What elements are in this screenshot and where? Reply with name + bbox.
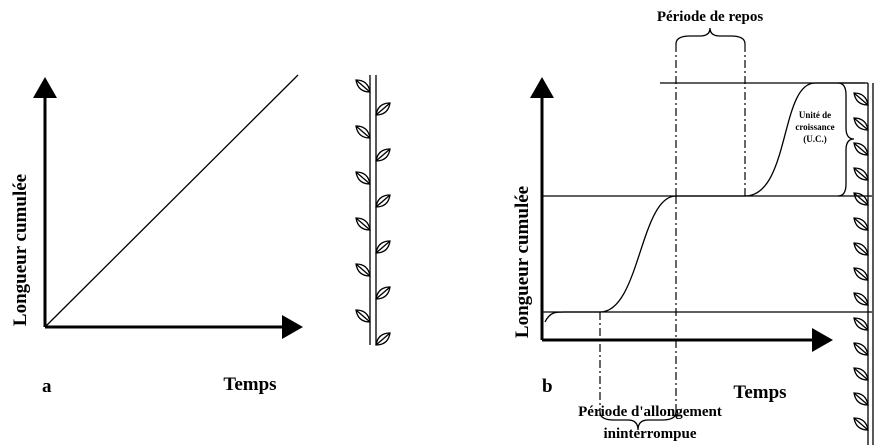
leaf: [375, 240, 391, 254]
annotation: croissance: [795, 122, 834, 132]
leaf: [853, 192, 869, 206]
annotation: (U.C.): [803, 134, 827, 144]
x-axis-label: Temps: [223, 374, 276, 395]
y-axis-label: Longueur cumulée: [10, 174, 31, 326]
leaf: [853, 242, 869, 256]
leaf: [375, 286, 391, 300]
leaf: [355, 309, 371, 323]
leaf: [375, 332, 391, 346]
annotation: Période d'allongement: [578, 404, 722, 420]
leaf: [375, 102, 391, 116]
leaf: [853, 142, 869, 156]
leaf: [853, 92, 869, 106]
leaf: [853, 267, 869, 281]
annotation: Unité de: [799, 110, 831, 120]
annotation: Période de repos: [657, 9, 764, 25]
y-axis-label: Longueur cumulée: [512, 186, 533, 338]
brace: [837, 82, 855, 197]
leaf: [375, 148, 391, 162]
leaf: [853, 417, 869, 431]
panel-label: b: [542, 376, 553, 397]
brace: [599, 411, 677, 431]
panel-a: Longueur cumulée Temps a: [10, 74, 391, 397]
leaf: [853, 317, 869, 331]
growth-line: [44, 74, 299, 328]
leaf: [355, 263, 371, 277]
leaf: [853, 292, 869, 306]
leaf: [375, 194, 391, 208]
leaf: [355, 171, 371, 185]
leaf: [355, 217, 371, 231]
leaf: [853, 167, 869, 181]
leaf: [853, 392, 869, 406]
growth-curve: [544, 82, 865, 323]
leaf: [355, 125, 371, 139]
leaf: [355, 79, 371, 93]
leaf: [853, 367, 869, 381]
panel-b: Période de repos Unité de croissance (U.…: [512, 9, 874, 445]
leaf: [853, 117, 869, 131]
leaf: [853, 217, 869, 231]
panel-label: a: [42, 376, 52, 397]
x-axis-label: Temps: [733, 382, 786, 403]
leaf: [853, 342, 869, 356]
brace: [675, 27, 746, 45]
annotation: ininterrompue: [603, 426, 696, 442]
